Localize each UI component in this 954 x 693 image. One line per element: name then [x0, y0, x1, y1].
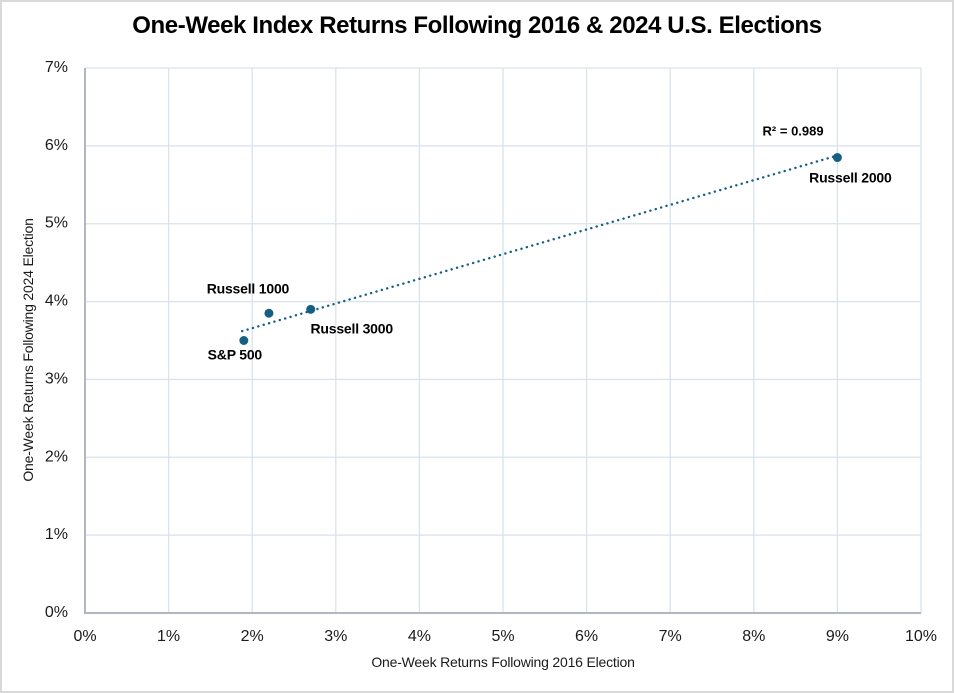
data-point: [306, 304, 316, 314]
y-tick-label: 0%: [45, 604, 68, 621]
x-tick-label: 2%: [241, 628, 264, 645]
data-point: [832, 153, 842, 163]
data-point-label: Russell 3000: [311, 320, 394, 336]
x-axis-title: One-Week Returns Following 2016 Election: [371, 654, 635, 670]
chart-title: One-Week Index Returns Following 2016 & …: [132, 12, 822, 39]
x-tick-label: 3%: [324, 628, 347, 645]
data-points-layer: [239, 153, 842, 345]
data-point: [239, 336, 249, 345]
data-point: [264, 308, 274, 318]
y-tick-label: 5%: [45, 215, 68, 232]
x-tick-label: 10%: [905, 628, 937, 645]
x-tick-label: 6%: [575, 628, 598, 645]
y-tick-label: 3%: [45, 370, 68, 387]
axis-lines: [84, 68, 921, 614]
y-tick-label: 1%: [45, 526, 68, 543]
data-point-label: Russell 2000: [809, 170, 892, 186]
data-point-label: Russell 1000: [207, 280, 290, 296]
data-labels-layer: S&P 500 Russell 1000 Russell 3000 Russell 2…: [207, 170, 893, 363]
trendline: [240, 154, 837, 333]
tick-labels: 0% 1% 2% 3% 4% 5% 6% 7% 8% 9% 10% 0% 1% 2% 3% 4% 5% 6% 7%: [45, 59, 937, 645]
y-tick-label: 2%: [45, 448, 68, 465]
x-tick-label: 9%: [826, 628, 849, 645]
x-tick-label: 8%: [742, 628, 765, 645]
r-squared-label: R² = 0.989: [763, 124, 824, 139]
y-axis-title: One-Week Returns Following 2024 Election: [20, 218, 36, 482]
y-tick-label: 7%: [45, 59, 68, 76]
x-tick-label: 5%: [491, 628, 514, 645]
x-tick-label: 0%: [73, 628, 96, 645]
trendline-layer: R² = 0.989: [240, 124, 837, 333]
x-tick-label: 7%: [659, 628, 682, 645]
y-tick-label: 6%: [45, 137, 68, 154]
x-tick-label: 4%: [408, 628, 431, 645]
data-point-label: S&P 500: [208, 347, 263, 363]
y-tick-label: 4%: [45, 293, 68, 310]
gridlines: [84, 67, 922, 614]
x-tick-label: 1%: [157, 628, 180, 645]
